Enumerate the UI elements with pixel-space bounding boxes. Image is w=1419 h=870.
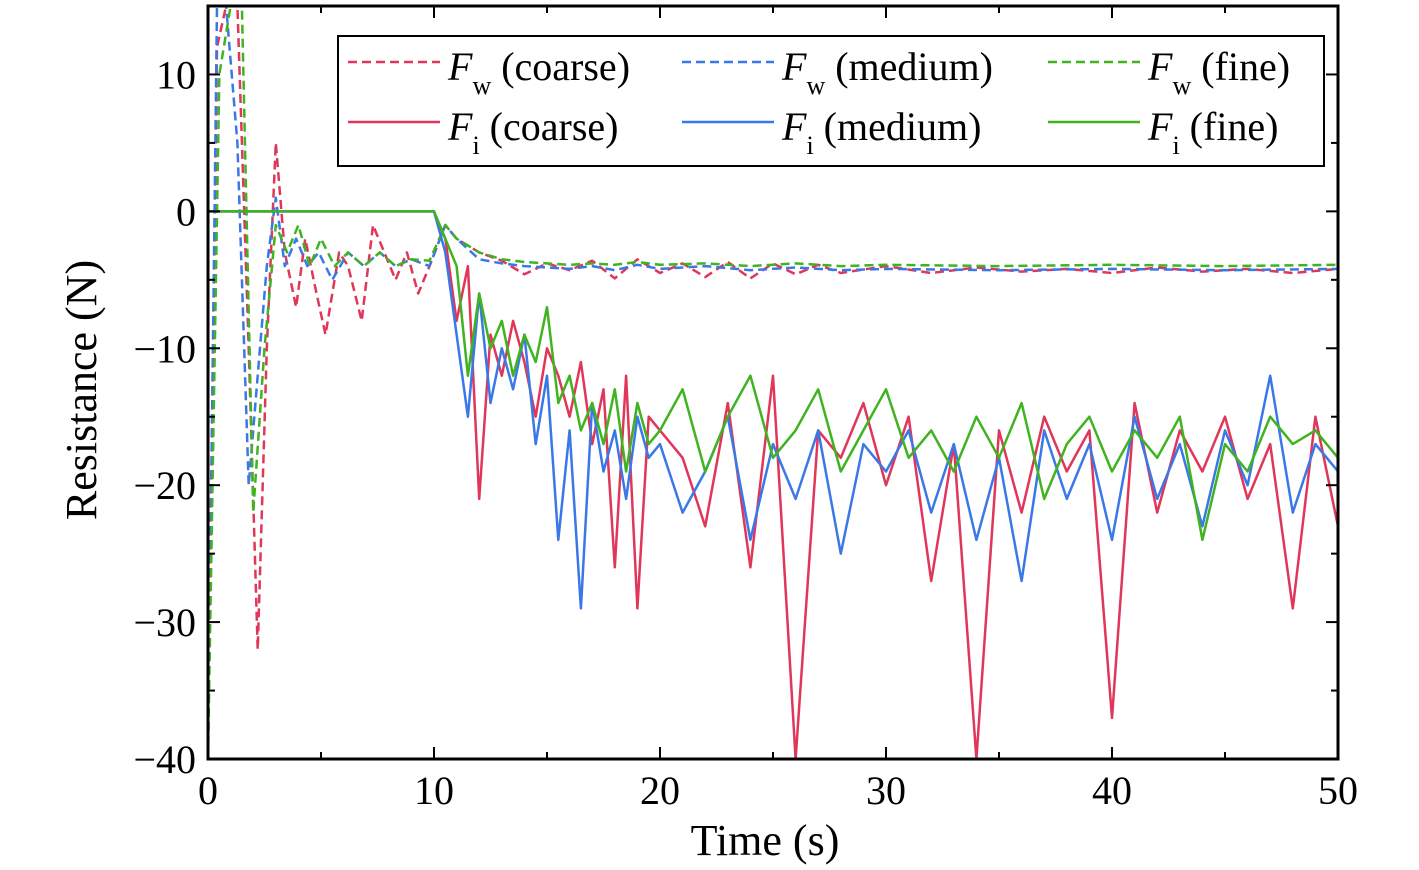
x-tick-label: 50 bbox=[1318, 768, 1358, 813]
y-tick-label: −30 bbox=[133, 600, 196, 645]
x-axis-title: Time (s) bbox=[691, 816, 840, 865]
legend-entry: Fw (fine) bbox=[1147, 44, 1290, 100]
series-line-2 bbox=[208, 6, 1338, 759]
x-tick-label: 10 bbox=[414, 768, 454, 813]
y-tick-label: −10 bbox=[133, 326, 196, 371]
y-tick-label: 0 bbox=[176, 189, 196, 234]
legend-entry: Fi (coarse) bbox=[447, 104, 618, 160]
x-tick-label: 0 bbox=[198, 768, 218, 813]
legend-entry: Fi (medium) bbox=[781, 104, 981, 160]
series-line-5 bbox=[208, 210, 1338, 542]
series-layer bbox=[208, 6, 1338, 759]
legend-items: Fw (coarse) Fw (medium) Fw (fine) Fi (coars… bbox=[348, 44, 1290, 160]
legend-entry: Fw (coarse) bbox=[447, 44, 630, 100]
legend-entry: Fw (medium) bbox=[781, 44, 993, 100]
series-line-4 bbox=[208, 210, 1338, 610]
y-axis-title: Resistance (N) bbox=[57, 260, 106, 520]
ticks-layer: 0 10 20 30 40 50 −40 −30 −20 −10 0 10 bbox=[133, 6, 1358, 813]
legend-box bbox=[337, 35, 1325, 167]
x-tick-label: 20 bbox=[640, 768, 680, 813]
y-tick-label: −20 bbox=[133, 463, 196, 508]
series-line-0 bbox=[208, 6, 1338, 732]
x-tick-label: 30 bbox=[866, 768, 906, 813]
y-tick-label: −40 bbox=[133, 737, 196, 782]
legend-entry: Fi (fine) bbox=[1147, 104, 1279, 160]
legend: Fw (coarse) Fw (medium) Fw (fine) Fi (coars… bbox=[337, 35, 1325, 167]
y-tick-label: 10 bbox=[156, 52, 196, 97]
x-tick-label: 40 bbox=[1092, 768, 1132, 813]
